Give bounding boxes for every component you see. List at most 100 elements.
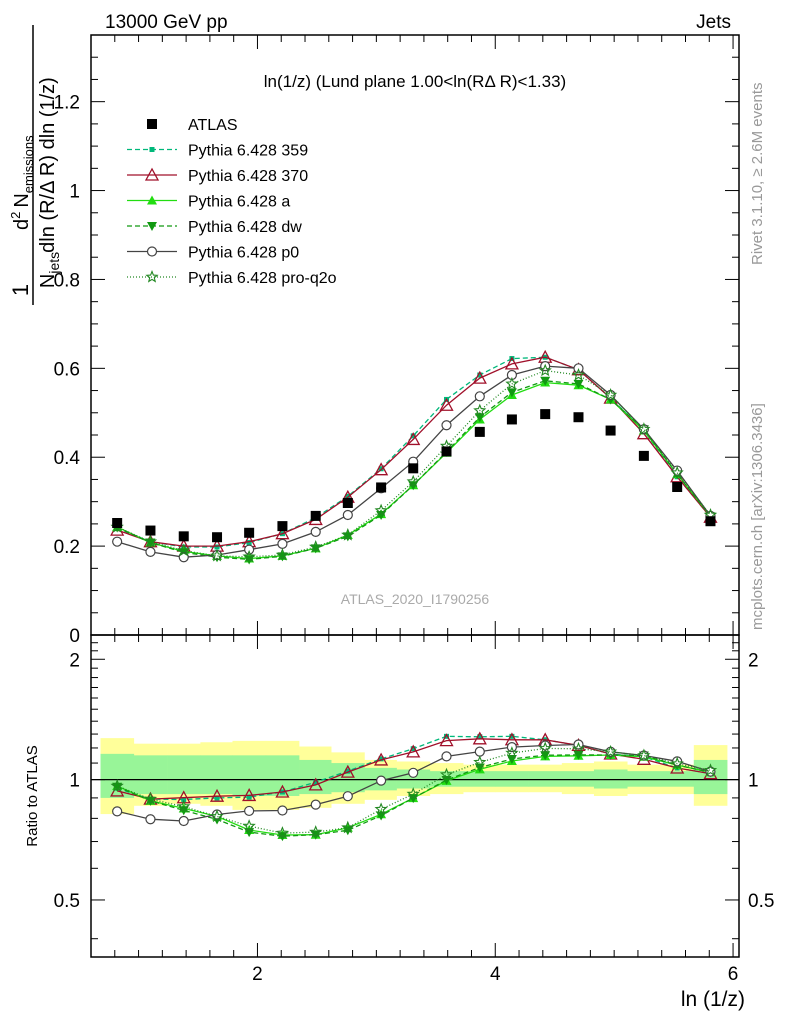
legend-marker [145, 269, 159, 283]
legend-marker [149, 147, 155, 152]
ratio-point-pythia-6-428-359 [345, 768, 351, 774]
atlas-data-point [342, 498, 353, 508]
series-point-pythia-6-428-370 [472, 370, 487, 384]
series-point-pythia-6-428-dw [540, 376, 551, 386]
series-point-pythia-6-428-pro-q2o [242, 549, 256, 563]
ratio-point-pythia-6-428-359 [313, 779, 319, 785]
ratio-point-pythia-6-428-370 [308, 777, 323, 791]
ratio-point-pythia-6-428-pro-q2o [406, 787, 420, 800]
ratio-point-pythia-6-428-p0 [376, 775, 387, 786]
ratio-point-pythia-6-428-359 [246, 794, 252, 800]
series-point-pythia-6-428-370 [275, 526, 290, 540]
main-panel-title: ln(1/z) (Lund plane 1.00<ln(RΔ R)<1.33) [264, 72, 566, 91]
main-y-tick-label: 0 [69, 626, 80, 647]
ratio-point-pythia-6-428-359 [444, 733, 450, 739]
series-point-pythia-6-428-pro-q2o [143, 534, 158, 548]
main-series-layer [110, 349, 718, 565]
ratio-point-pythia-6-428-pro-q2o [143, 792, 158, 805]
atlas-data-point [540, 409, 551, 420]
atlas-data-point [244, 527, 255, 538]
main-y-tick-label: 0.8 [54, 270, 80, 291]
ratio-green-band-bin [167, 755, 201, 795]
series-point-pythia-6-428-359 [378, 466, 384, 472]
mcplots-label: mcplots.cern.ch [arXiv:1306.3436] [749, 403, 766, 630]
series-point-pythia-6-428-p0 [112, 536, 123, 547]
legend-label: Pythia 6.428 dw [188, 219, 302, 236]
series-point-pythia-6-428-p0 [145, 546, 156, 557]
ratio-y-tick-label-right: 0.5 [748, 891, 774, 912]
series-point-pythia-6-428-pro-q2o [210, 548, 224, 562]
series-point-pythia-6-428-pro-q2o [637, 422, 651, 435]
series-point-pythia-6-428-370 [406, 432, 421, 446]
legend-entry-atlas: ATLAS [147, 117, 238, 134]
series-point-pythia-6-428-370 [374, 462, 389, 476]
atlas-data-point [506, 414, 517, 425]
main-y-tick-labels: 0 0.2 0.4 0.6 0.8 1 1.2 [54, 93, 81, 647]
ratio-green-band-bin [463, 771, 496, 787]
ratio-point-pythia-6-428-p0 [441, 751, 452, 762]
ratio-point-pythia-6-428-370 [374, 752, 389, 766]
ratio-y-tick-label-right: 1 [748, 771, 759, 792]
legend-label: Pythia 6.428 p0 [188, 245, 299, 262]
ratio-panel-frame [90, 634, 740, 958]
ratio-y-tick-labels: 0.5 0.5 1 1 2 2 [54, 650, 775, 912]
x-tick-labels: 2 4 6 [252, 964, 738, 985]
main-y-tick-label: 1 [69, 182, 80, 203]
series-point-pythia-6-428-pro-q2o [177, 543, 191, 557]
series-point-pythia-6-428-p0 [244, 544, 255, 555]
atlas-data-point [145, 525, 156, 536]
x-axis-label: ln (1/z) [681, 988, 745, 1011]
main-panel-ticks [91, 34, 739, 636]
x-tick-label: 6 [728, 964, 739, 985]
ratio-point-pythia-6-428-pro-q2o [275, 826, 290, 839]
ratio-point-pythia-6-428-370 [209, 788, 225, 802]
ratio-point-pythia-6-428-359 [477, 734, 483, 740]
main-y-tick-label: 0.4 [54, 448, 81, 469]
ratio-point-pythia-6-428-dw [540, 751, 551, 761]
atlas-data-point [277, 521, 288, 532]
series-point-pythia-6-428-p0 [441, 420, 452, 431]
series-point-pythia-6-428-pro-q2o [538, 363, 552, 377]
ratio-point-pythia-6-428-370 [340, 764, 355, 778]
ratio-point-pythia-6-428-pro-q2o [571, 741, 586, 755]
ratio-point-pythia-6-428-pro-q2o [505, 746, 519, 759]
series-point-pythia-6-428-359 [345, 493, 351, 499]
legend-entry-pythia-6-428-pro-q2o: Pythia 6.428 pro-q2o [127, 269, 337, 287]
atlas-data-point [310, 510, 321, 521]
ratio-point-pythia-6-428-p0 [474, 746, 485, 757]
ratio-point-pythia-6-428-pro-q2o [110, 779, 124, 792]
ratio-panel-ticks [91, 635, 739, 957]
ratio-green-band-bin [200, 755, 233, 795]
series-point-pythia-6-428-pro-q2o [341, 527, 355, 541]
series-point-pythia-6-428-pro-q2o [309, 539, 323, 553]
header-jets-label: Jets [696, 12, 731, 33]
ratio-green-band-bin [133, 755, 168, 795]
legend-marker [146, 246, 158, 257]
ratio-green-band-bin [561, 771, 595, 787]
series-point-pythia-6-428-370 [504, 356, 519, 370]
series-point-pythia-6-428-dw [573, 379, 584, 389]
ratio-point-pythia-6-428-p0 [310, 799, 321, 810]
series-point-pythia-6-428-p0 [474, 391, 485, 402]
legend-entry-pythia-6-428-dw: Pythia 6.428 dw [127, 219, 302, 236]
series-point-pythia-6-428-pro-q2o [670, 465, 684, 479]
atlas-data-point [605, 425, 616, 436]
series-point-pythia-6-428-p0 [342, 509, 353, 521]
ratio-green-band-bin [495, 771, 529, 787]
atlas-data-point [408, 463, 419, 474]
series-point-pythia-6-428-359 [410, 433, 416, 439]
ratio-point-pythia-6-428-370 [242, 788, 257, 802]
legend-label: Pythia 6.428 pro-q2o [188, 270, 337, 287]
ratio-point-pythia-6-428-pro-q2o [374, 802, 388, 815]
ratio-point-pythia-6-428-p0 [112, 806, 123, 817]
main-y-tick-label: 0.2 [54, 537, 80, 558]
series-line-pythia-6-428-359 [116, 356, 712, 548]
series-line-pythia-6-428-370 [116, 356, 712, 547]
ratio-point-pythia-6-428-370 [406, 744, 421, 758]
atlas-data-point [212, 532, 223, 543]
y-label-numerator-one: 1 [8, 284, 33, 296]
atlas-data-point [474, 426, 485, 437]
series-point-pythia-6-428-pro-q2o [571, 367, 586, 381]
y-label-numerator: d2Nemissions [8, 135, 36, 230]
